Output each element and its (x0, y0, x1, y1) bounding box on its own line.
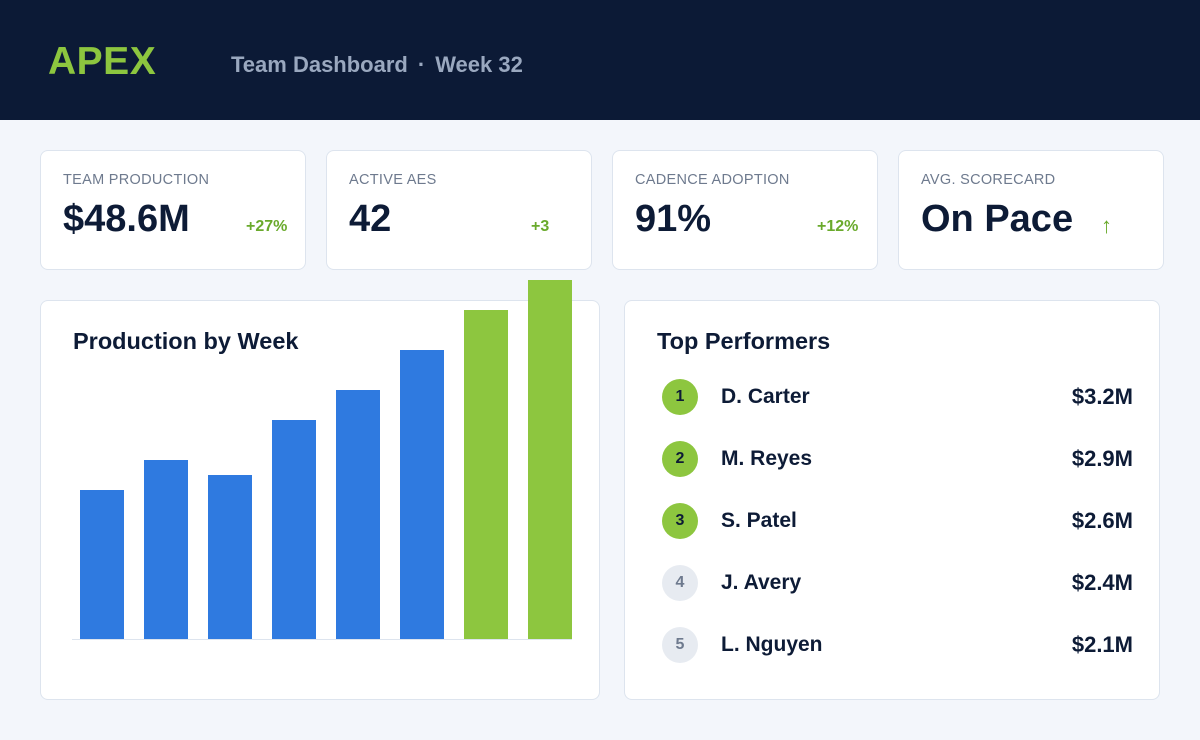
kpi-value: On Pace (921, 198, 1074, 240)
week-label: Week 32 (435, 52, 523, 77)
chart-bar (208, 475, 252, 639)
kpi-value: 91% (635, 198, 712, 240)
chart-bar (400, 350, 444, 639)
kpi-label: TEAM PRODUCTION (63, 172, 210, 188)
kpi-card-avg-scorecard: AVG. SCORECARD On Pace ↑ (898, 150, 1164, 270)
top-performers-panel: Top Performers 1 D. Carter $3.2M 2 M. Re… (624, 300, 1160, 700)
performer-row[interactable]: 5 L. Nguyen $2.1M (625, 625, 1161, 665)
kpi-delta: +12% (817, 218, 859, 235)
performer-amount: $2.9M (1071, 446, 1133, 471)
performer-name: J. Avery (721, 571, 802, 594)
rank-badge: 4 (662, 565, 698, 601)
trend-up-arrow-icon: ↑ (1101, 213, 1112, 238)
performer-name: S. Patel (721, 509, 797, 532)
rank-badge: 2 (662, 441, 698, 477)
performer-row[interactable]: 4 J. Avery $2.4M (625, 563, 1161, 603)
performer-row[interactable]: 1 D. Carter $3.2M (625, 377, 1161, 417)
kpi-value: $48.6M (63, 198, 190, 240)
apex-logo[interactable]: APEX (48, 40, 157, 83)
chart-bar (272, 420, 316, 639)
performer-amount: $2.4M (1071, 570, 1133, 595)
breadcrumb-separator: · (417, 52, 426, 77)
breadcrumb: Team Dashboard · Week 32 (231, 52, 523, 78)
chart-bar (528, 280, 572, 639)
kpi-card-team-production: TEAM PRODUCTION $48.6M +27% (40, 150, 306, 270)
dashboard-title: Team Dashboard (231, 52, 408, 77)
kpi-label: CADENCE ADOPTION (635, 172, 790, 188)
performer-name: D. Carter (721, 385, 810, 408)
performer-amount: $2.6M (1071, 508, 1133, 533)
performer-name: L. Nguyen (721, 633, 823, 656)
performer-row[interactable]: 3 S. Patel $2.6M (625, 501, 1161, 541)
performer-amount: $3.2M (1071, 384, 1133, 409)
performers-title: Top Performers (657, 328, 831, 354)
chart-bar (336, 390, 380, 639)
rank-badge: 3 (662, 503, 698, 539)
kpi-delta: +3 (531, 218, 550, 235)
chart-bar (144, 460, 188, 639)
performer-row[interactable]: 2 M. Reyes $2.9M (625, 439, 1161, 479)
kpi-delta: +27% (246, 218, 288, 235)
rank-badge: 5 (662, 627, 698, 663)
rank-badge: 1 (662, 379, 698, 415)
performer-name: M. Reyes (721, 447, 813, 470)
kpi-label: AVG. SCORECARD (921, 172, 1056, 188)
performer-amount: $2.1M (1071, 632, 1133, 657)
chart-title: Production by Week (73, 328, 299, 354)
kpi-card-active-aes: ACTIVE AES 42 +3 (326, 150, 592, 270)
kpi-card-cadence-adoption: CADENCE ADOPTION 91% +12% (612, 150, 878, 270)
top-header: APEX Team Dashboard · Week 32 (0, 0, 1200, 120)
chart-bar (464, 310, 508, 639)
chart-bar (80, 490, 124, 639)
kpi-value: 42 (349, 198, 392, 240)
kpi-label: ACTIVE AES (349, 172, 437, 188)
